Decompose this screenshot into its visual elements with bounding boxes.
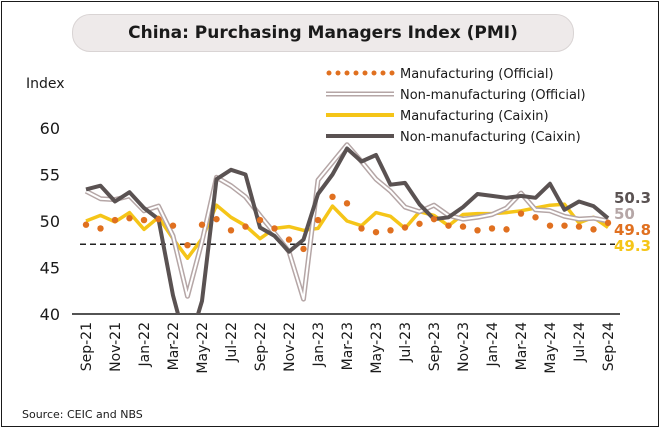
point-manufacturing-official [227,227,235,234]
point-manufacturing-official [169,222,177,229]
x-tick-label: Mar-23 [340,322,356,370]
x-tick-label: Sep-24 [601,322,617,371]
y-axis-label: Index [26,76,65,92]
point-manufacturing-official [213,215,220,223]
point-manufacturing-official [97,225,104,232]
y-tick-label: 50 [40,212,60,231]
point-manufacturing-official [285,236,293,243]
point-manufacturing-official [604,219,612,227]
point-manufacturing-official [430,215,438,223]
point-manufacturing-official [503,226,510,233]
legend-entry: Manufacturing (Official) [400,67,554,82]
y-tick-label: 60 [40,119,60,138]
chart-title: China: Purchasing Managers Index (PMI) [72,14,574,52]
point-manufacturing-official [155,215,162,223]
x-tick-label: Sep-21 [79,322,95,371]
point-manufacturing-official [445,222,452,229]
point-manufacturing-official [271,225,278,232]
point-manufacturing-official [387,227,394,234]
point-manufacturing-official [401,224,409,231]
point-manufacturing-official [343,200,351,207]
point-manufacturing-official [372,228,380,236]
point-manufacturing-official [111,216,119,224]
series-group [82,142,612,314]
x-tick-label: Jan-23 [311,322,327,367]
legend-swatch-dot [326,70,332,76]
legend-entry: Non-manufacturing (Caixin) [400,130,581,145]
end-label: 50.3 [614,189,651,207]
point-manufacturing-official [329,193,336,201]
point-manufacturing-official [126,215,133,222]
point-manufacturing-official [590,226,597,233]
point-manufacturing-official [314,216,322,224]
legend-entry: Manufacturing (Caixin) [400,109,549,124]
point-manufacturing-official [416,220,423,227]
end-label: 50 [614,205,635,223]
point-manufacturing-official [532,214,539,221]
point-manufacturing-official [256,216,264,224]
legend-swatch-dot [389,70,395,76]
point-manufacturing-official [459,223,467,230]
x-tick-label: May-23 [369,322,385,374]
point-manufacturing-official [300,245,307,253]
x-tick-label: Jul-24 [572,322,588,363]
y-tick-label: 55 [40,166,60,185]
x-tick-label: Sep-22 [253,322,269,371]
x-tick-label: May-22 [195,322,211,374]
legend: Manufacturing (Official) Non-manufacturin… [326,67,586,145]
point-manufacturing-official [242,223,249,230]
x-tick-label: Jul-22 [224,322,240,363]
x-tick-label: Mar-22 [166,322,182,370]
point-manufacturing-official [198,221,206,228]
point-manufacturing-official [517,210,525,217]
legend-swatch-dot [380,70,386,76]
x-tick-label: Sep-23 [427,322,443,371]
x-tick-label: Nov-22 [282,322,298,372]
legend-swatch-dot [344,70,350,76]
x-tick-label: Nov-21 [108,322,124,372]
line-non-manufacturing-caixin [85,146,610,314]
y-tick-label: 40 [40,305,60,324]
point-manufacturing-official [488,225,496,232]
line-non-manufacturing-official-inner [85,143,609,301]
point-manufacturing-official [184,241,191,249]
x-tick-label: Mar-24 [514,322,530,370]
end-label: 49.8 [614,221,651,239]
y-axis-ticks: 40 45 50 55 60 [40,119,60,324]
source-note: Source: CEIC and NBS [22,408,143,421]
legend-swatch-dot [335,70,341,76]
point-manufacturing-official [474,227,481,234]
point-manufacturing-official [82,221,90,228]
x-tick-label: Jan-22 [137,322,153,367]
point-manufacturing-official [140,216,148,224]
x-tick-label: Jan-24 [485,322,501,368]
point-manufacturing-official [575,223,583,230]
point-manufacturing-official [546,222,554,229]
legend-entry: Non-manufacturing (Official) [400,88,586,103]
legend-swatch-dot [362,70,368,76]
end-label: 49.3 [614,237,651,255]
legend-swatch-dot [353,70,359,76]
x-tick-label: Nov-23 [456,322,472,372]
legend-swatch-dot [371,70,377,76]
y-tick-label: 45 [40,259,60,278]
x-axis: Sep-21 Nov-21 Jan-22 Mar-22 May-22 Jul-22 Sep-… [72,313,620,374]
point-manufacturing-official [358,225,365,232]
x-tick-label: May-24 [543,322,559,374]
point-manufacturing-official [561,222,568,229]
x-tick-label: Jul-23 [398,322,414,363]
